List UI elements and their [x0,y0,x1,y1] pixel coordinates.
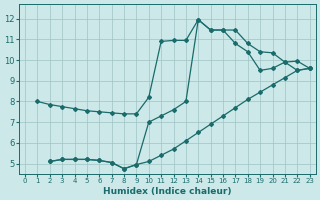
X-axis label: Humidex (Indice chaleur): Humidex (Indice chaleur) [103,187,232,196]
